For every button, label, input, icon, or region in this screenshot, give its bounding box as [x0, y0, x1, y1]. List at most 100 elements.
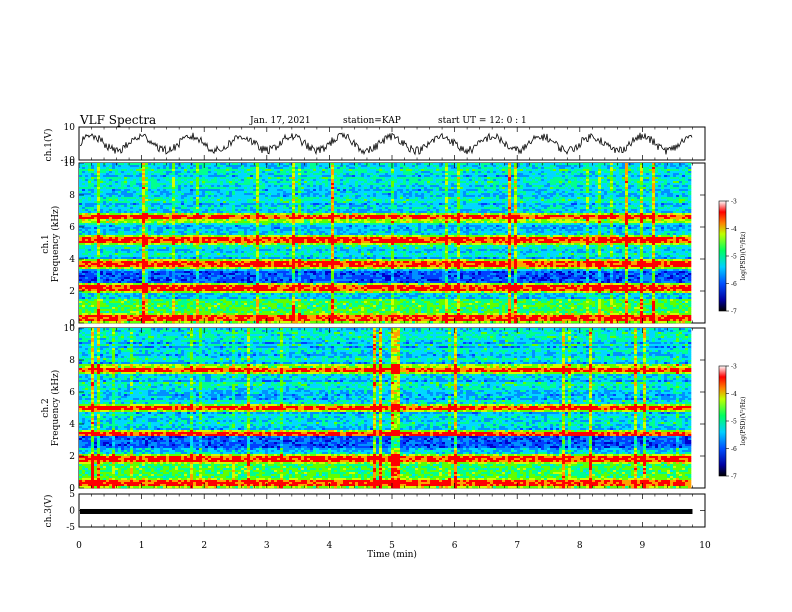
spectrogram-cell — [619, 205, 622, 207]
spectrogram-cell — [289, 199, 292, 201]
spectrogram-cell — [481, 189, 484, 191]
spectrogram-cell — [250, 177, 253, 179]
spectrogram-cell — [382, 169, 385, 171]
spectrogram-cell — [517, 203, 520, 205]
spectrogram-cell — [400, 205, 403, 207]
spectrogram-cell — [652, 175, 655, 177]
spectrogram-cell — [595, 187, 598, 189]
spectrogram-cell — [205, 177, 208, 179]
spectrogram-cell — [370, 165, 373, 167]
spectrogram-cell — [526, 205, 529, 207]
spectrogram-cell — [682, 169, 685, 171]
spectrogram-cell — [97, 167, 100, 169]
spectrogram-cell — [643, 177, 646, 179]
spectrogram-cell — [217, 163, 220, 165]
spectrogram-cell — [592, 201, 595, 203]
spectrogram-cell — [145, 185, 148, 187]
spectrogram-cell — [589, 209, 592, 211]
spectrogram-cell — [148, 181, 151, 183]
spectrogram-cell — [124, 181, 127, 183]
spectrogram-cell — [421, 173, 424, 175]
spectrogram-cell — [88, 175, 91, 177]
spectrogram-cell — [592, 173, 595, 175]
spectrogram-cell — [595, 207, 598, 209]
spectrogram-cell — [178, 163, 181, 165]
spectrogram-cell — [280, 165, 283, 167]
spectrogram-cell — [379, 205, 382, 207]
spectrogram-cell — [280, 167, 283, 169]
spectrogram-cell — [595, 197, 598, 199]
spectrogram-cell — [172, 179, 175, 181]
spectrogram-cell — [592, 189, 595, 191]
spectrogram-cell — [559, 207, 562, 209]
spectrogram-cell — [277, 163, 280, 165]
spectrogram-cell — [427, 177, 430, 179]
spectrogram-cell — [670, 181, 673, 183]
spectrogram-cell — [244, 199, 247, 201]
spectrogram-cell — [529, 169, 532, 171]
spectrogram-cell — [169, 201, 172, 203]
spectrogram-cell — [466, 199, 469, 201]
spectrogram-cell — [649, 189, 652, 191]
spectrogram-cell — [550, 173, 553, 175]
spectrogram-cell — [595, 205, 598, 207]
spectrogram-cell — [559, 169, 562, 171]
spectrogram-cell — [481, 171, 484, 173]
spectrogram-cell — [307, 169, 310, 171]
spectrogram-cell — [160, 191, 163, 193]
spectrogram-cell — [652, 193, 655, 195]
spectrogram-cell — [169, 199, 172, 201]
spectrogram-cell — [265, 195, 268, 197]
spectrogram-cell — [487, 203, 490, 205]
spectrogram-cell — [85, 193, 88, 195]
spectrogram-cell — [607, 165, 610, 167]
spectrogram-cell — [538, 195, 541, 197]
spectrogram-cell — [616, 177, 619, 179]
spectrogram-cell — [397, 189, 400, 191]
spectrogram-cell — [397, 201, 400, 203]
spectrogram-cell — [670, 185, 673, 187]
spectrogram-cell — [496, 165, 499, 167]
spectrogram-cell — [394, 165, 397, 167]
spectrogram-cell — [202, 211, 205, 213]
spectrogram-cell — [664, 175, 667, 177]
spectrogram-cell — [592, 207, 595, 209]
spectrogram-cell — [652, 199, 655, 201]
spectrogram-cell — [580, 199, 583, 201]
spectrogram-cell — [151, 179, 154, 181]
spectrogram-cell — [94, 207, 97, 209]
spectrogram-cell — [496, 191, 499, 193]
spectrogram-cell — [343, 171, 346, 173]
spectrogram-cell — [187, 203, 190, 205]
spectrogram-cell — [172, 181, 175, 183]
spectrogram-cell — [598, 195, 601, 197]
spectrogram-cell — [628, 195, 631, 197]
spectrogram-cell — [628, 207, 631, 209]
spectrogram-cell — [85, 181, 88, 183]
spectrogram-cell — [226, 171, 229, 173]
spectrogram-cell — [562, 201, 565, 203]
spectrogram-cell — [394, 173, 397, 175]
spectrogram-cell — [151, 183, 154, 185]
spectrogram-cell — [247, 185, 250, 187]
spectrogram-cell — [235, 205, 238, 207]
spectrogram-cell — [232, 163, 235, 165]
spectrogram-cell — [256, 203, 259, 205]
spectrogram-cell — [262, 195, 265, 197]
spectrogram-cell — [682, 179, 685, 181]
spectrogram-cell — [214, 193, 217, 195]
spectrogram-cell — [91, 191, 94, 193]
spectrogram-cell — [97, 173, 100, 175]
spectrogram-cell — [244, 177, 247, 179]
spectrogram-cell — [292, 163, 295, 165]
spectrogram-cell — [190, 207, 193, 209]
spectrogram-cell — [424, 187, 427, 189]
spectrogram-cell — [265, 173, 268, 175]
spectrogram-cell — [520, 183, 523, 185]
spectrogram-cell — [451, 199, 454, 201]
spectrogram-cell — [202, 193, 205, 195]
spectrogram-cell — [385, 203, 388, 205]
spectrogram-cell — [238, 177, 241, 179]
spectrogram-cell — [157, 193, 160, 195]
spectrogram-cell — [511, 201, 514, 203]
